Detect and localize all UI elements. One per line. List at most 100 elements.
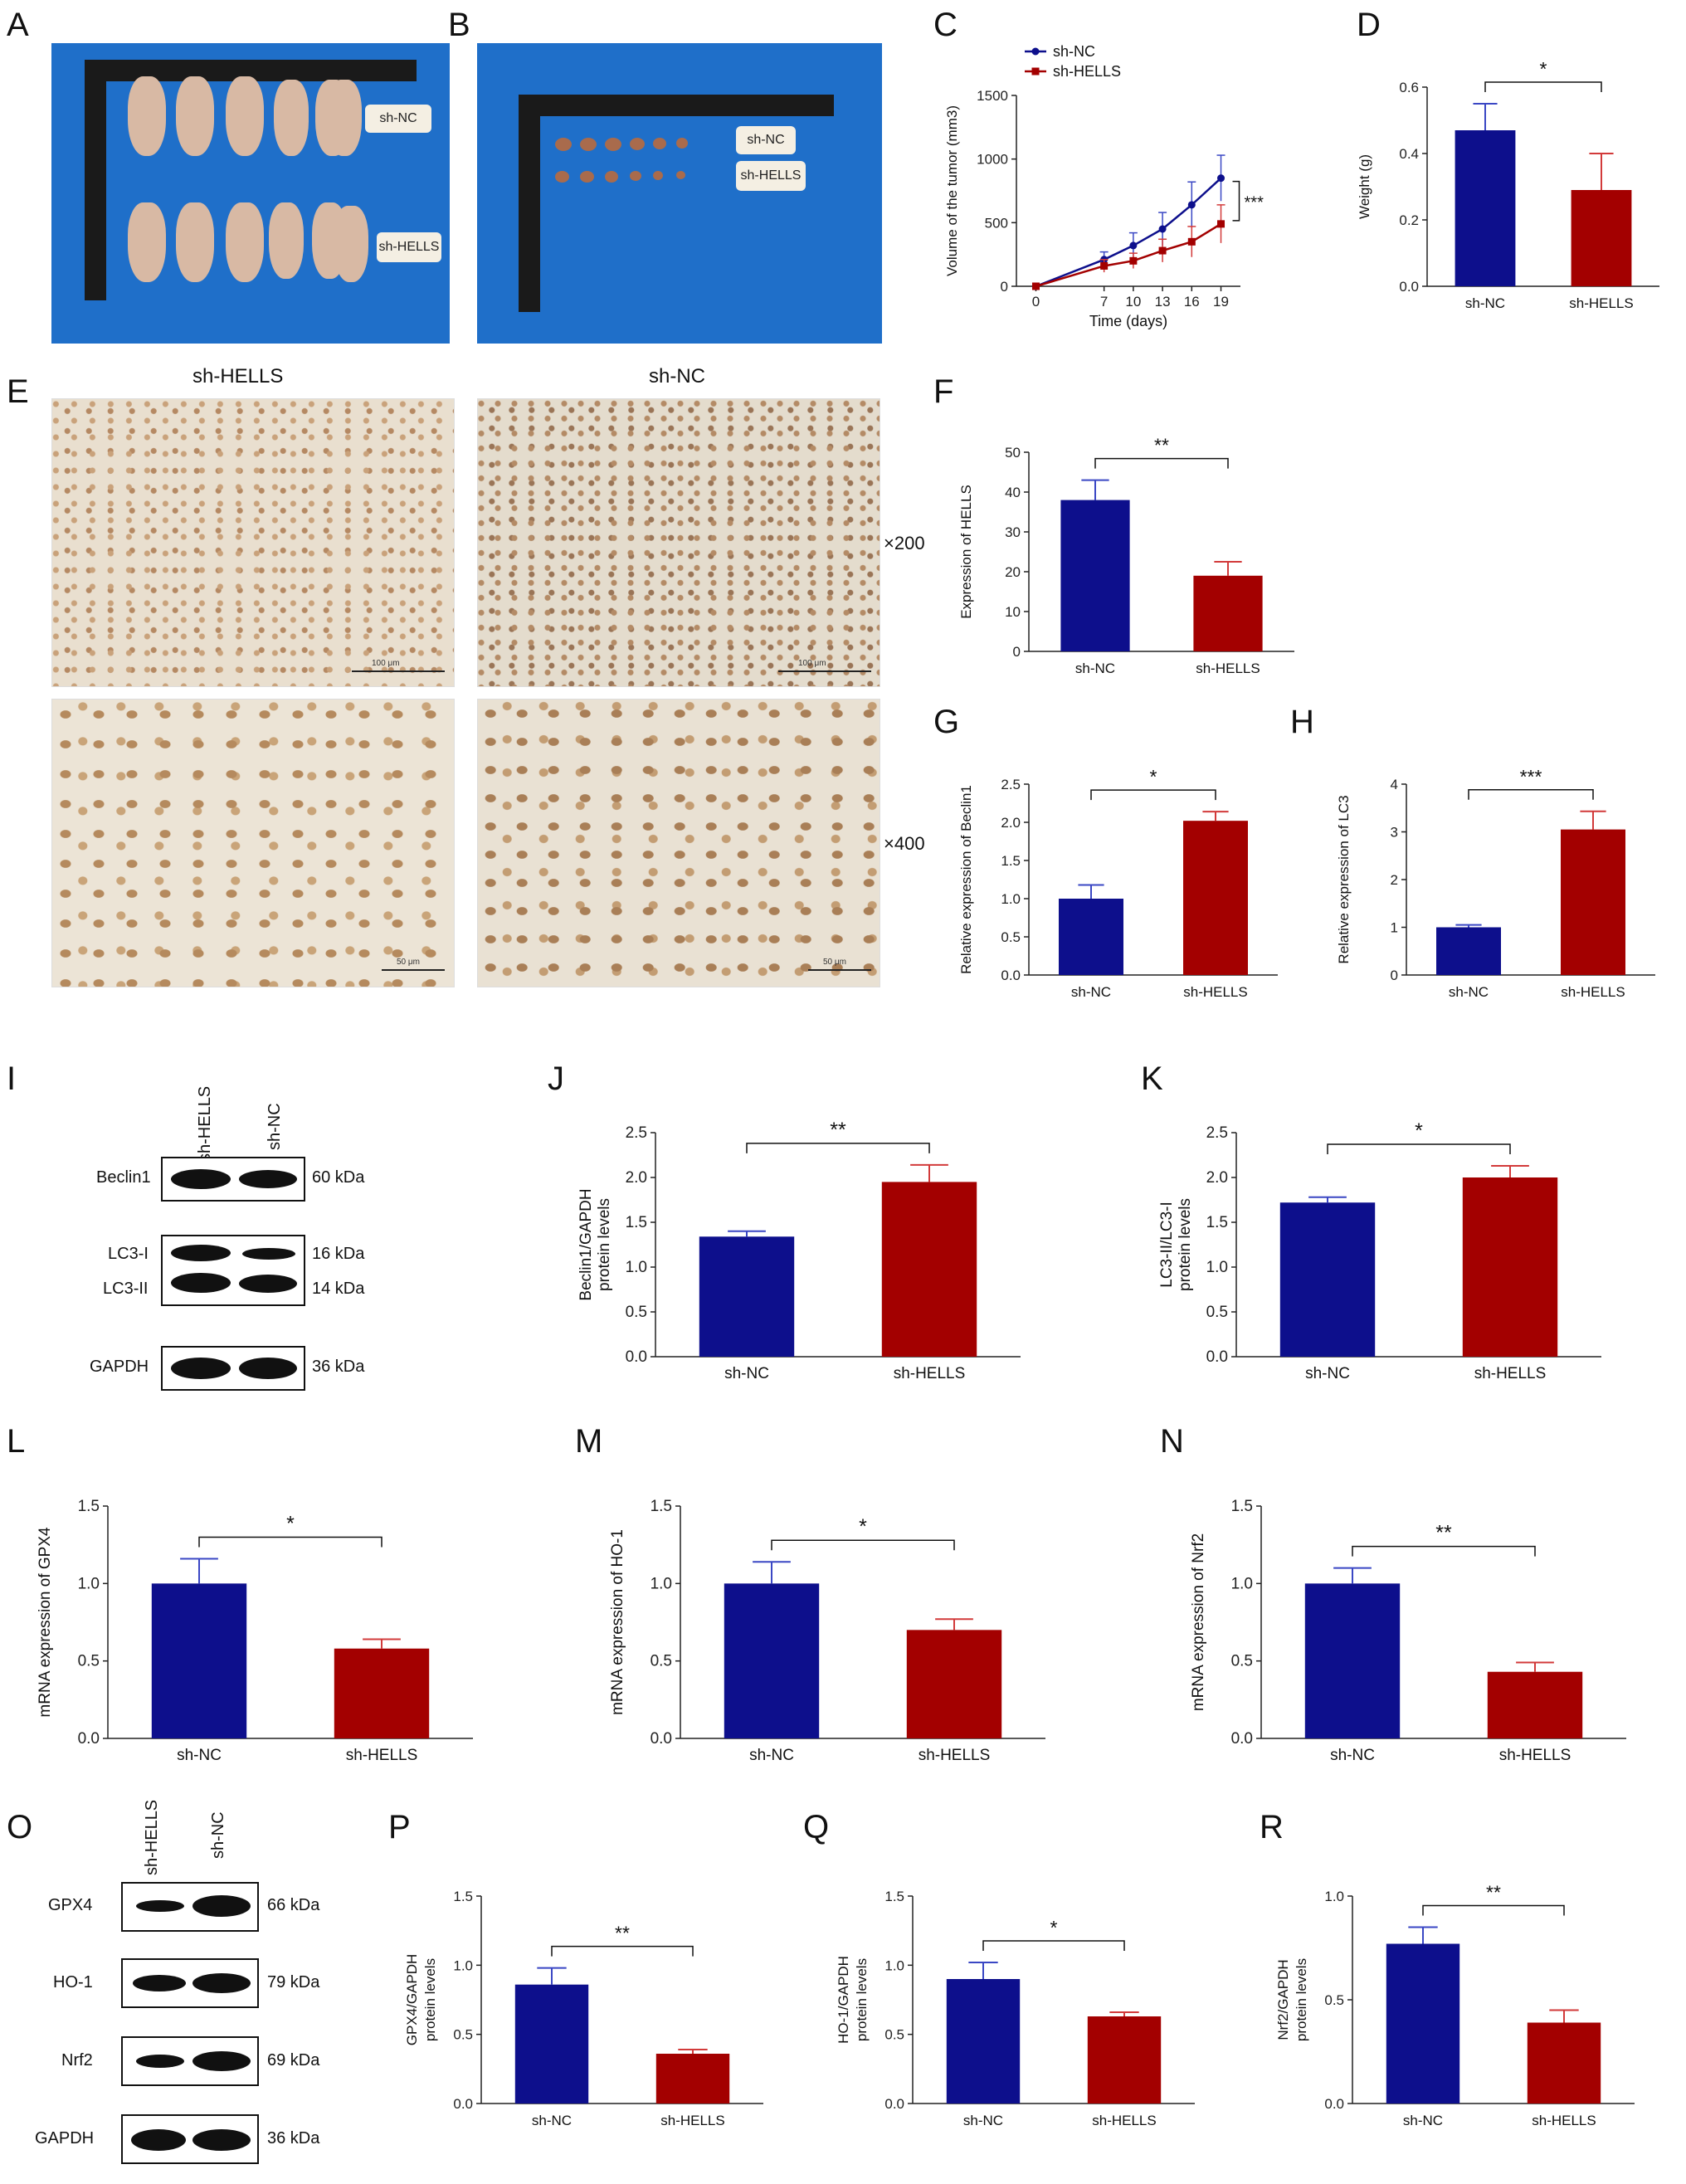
ihc-column-label-sh-nc: sh-NC — [649, 365, 706, 388]
x-tick-label: sh-HELLS — [660, 2113, 724, 2128]
blot-kda-ho-1: 79 kDa — [267, 1973, 320, 1991]
bar-sh-nc — [1386, 1943, 1460, 2104]
y-axis-label: protein levels — [1294, 1958, 1309, 2041]
y-tick-label: 0.0 — [78, 1730, 100, 1748]
significance-bracket — [746, 1143, 930, 1153]
mouse — [274, 80, 309, 156]
bar-sh-nc — [1060, 500, 1130, 651]
blot-label-beclin1: Beclin1 — [96, 1168, 151, 1187]
x-tick-label: 13 — [1155, 294, 1171, 310]
significance-bracket — [1422, 1904, 1565, 1916]
y-tick-label: 3 — [1391, 825, 1398, 841]
chart-L: 0.0 0.5 1.0 1.5 mRNA expression of GPX4 sh-NC… — [37, 1498, 473, 1764]
tumor — [676, 171, 685, 179]
panel-letter-A: A — [7, 7, 29, 43]
y-tick-label: 1000 — [977, 152, 1008, 168]
data-point — [1129, 256, 1138, 265]
blot-label-ho-1: HO-1 — [53, 1973, 93, 1991]
y-tick-label: 0.5 — [1324, 1992, 1344, 2008]
significance-bracket — [771, 1539, 955, 1551]
y-tick-label: 0.5 — [1231, 1653, 1253, 1670]
y-tick-label: 0.5 — [1206, 1304, 1228, 1321]
blot-kda-nrf2: 69 kDa — [267, 2051, 320, 2069]
blot-kda-gpx4: 66 kDa — [267, 1896, 320, 1914]
mouse — [226, 76, 264, 156]
y-axis-label: Expression of HELLS — [958, 485, 974, 619]
blot-gapdh — [121, 2114, 259, 2164]
x-tick-label: sh-NC — [1465, 295, 1505, 311]
ihc-image-sh-hells-x400 — [51, 699, 455, 987]
mouse — [226, 202, 264, 282]
blot-band — [136, 2055, 184, 2068]
tag-sh-nc: sh-NC — [365, 105, 431, 133]
x-tick-label: sh-NC — [1305, 1365, 1350, 1382]
significance-bracket — [1094, 457, 1229, 469]
x-tick-label: sh-NC — [1403, 2113, 1443, 2128]
lane-label-sh-nc: sh-NC — [266, 1103, 284, 1150]
mouse — [334, 206, 368, 282]
data-point — [1187, 237, 1196, 246]
y-tick-label: 0.5 — [651, 1653, 672, 1670]
bar-sh-nc — [724, 1583, 820, 1738]
mouse — [269, 202, 304, 279]
x-tick-label: 10 — [1125, 294, 1141, 310]
significance-label: ** — [1486, 1882, 1501, 1904]
y-tick-label: 0.0 — [1399, 279, 1419, 295]
bar-sh-hells — [1087, 2016, 1162, 2104]
chart-D: 0.0 0.2 0.4 0.6 Weight (g) sh-NC sh-HELLS * — [1357, 58, 1659, 311]
panel-letter-R: R — [1260, 1809, 1284, 1845]
blot-band — [192, 1895, 251, 1917]
significance-label: *** — [1520, 766, 1542, 787]
y-axis-label: mRNA expression of GPX4 — [37, 1527, 54, 1718]
y-tick-label: 0.0 — [453, 2096, 473, 2112]
y-tick-label: 2.5 — [1206, 1124, 1228, 1142]
panel-letter-C: C — [933, 7, 958, 43]
chart-P: 0.0 0.5 1.0 1.5 GPX4/GAPDH protein levels sh-N… — [404, 1889, 763, 2128]
x-tick-label: sh-NC — [1075, 661, 1115, 676]
y-tick-label: 1.0 — [884, 1957, 904, 1973]
data-point — [1031, 282, 1040, 290]
magnification-label-400: ×400 — [884, 833, 925, 854]
panel-letter-B: B — [448, 7, 470, 43]
significance-label: * — [859, 1515, 867, 1538]
panel-letter-I: I — [7, 1060, 17, 1097]
y-axis-label: protein levels — [422, 1958, 438, 2041]
ruler-horizontal — [519, 95, 834, 116]
x-tick-label: sh-NC — [724, 1365, 769, 1382]
bar-sh-hells — [1183, 821, 1248, 975]
y-axis-label: mRNA expression of Nrf2 — [1190, 1533, 1207, 1711]
chart-M: 0.0 0.5 1.0 1.5 mRNA expression of HO-1 sh-NC… — [609, 1498, 1045, 1764]
panel-letter-F: F — [933, 373, 954, 410]
blot-band — [239, 1170, 297, 1188]
y-tick-label: 1.5 — [1206, 1214, 1228, 1231]
scale-bar-label: 100 μm — [798, 659, 826, 668]
blot-band — [192, 1973, 251, 1993]
blot-kda-lc3-i: 16 kDa — [312, 1245, 365, 1263]
data-point — [1158, 246, 1167, 255]
blot-beclin1 — [161, 1157, 305, 1202]
x-tick-label: sh-HELLS — [346, 1747, 418, 1764]
y-tick-label: 500 — [985, 215, 1008, 231]
y-tick-label: 0.0 — [651, 1730, 672, 1748]
blot-kda-gapdh: 36 kDa — [312, 1358, 365, 1376]
data-point — [1100, 261, 1109, 270]
y-tick-label: 1.5 — [884, 1889, 904, 1904]
mouse — [327, 80, 362, 156]
panel-letter-E: E — [7, 373, 29, 410]
y-tick-label: 4 — [1391, 777, 1398, 792]
bar-sh-hells — [906, 1630, 1002, 1738]
blot-band — [242, 1248, 295, 1260]
tumor — [653, 171, 663, 180]
panel-letter-P: P — [388, 1809, 411, 1845]
blot-gpx4 — [121, 1882, 259, 1932]
significance-bracket — [982, 1940, 1125, 1951]
ihc-image-sh-hells-x200 — [51, 398, 455, 687]
y-tick-label: 1.0 — [1001, 891, 1021, 907]
y-tick-label: 1.5 — [651, 1498, 672, 1515]
chart-Q: 0.0 0.5 1.0 1.5 HO-1/GAPDH protein levels sh-N… — [836, 1889, 1195, 2128]
bar-sh-hells — [334, 1648, 430, 1738]
data-point — [1187, 201, 1196, 209]
mouse — [128, 76, 166, 156]
y-tick-label: 0 — [1013, 644, 1021, 660]
bar-sh-hells — [1561, 829, 1625, 975]
